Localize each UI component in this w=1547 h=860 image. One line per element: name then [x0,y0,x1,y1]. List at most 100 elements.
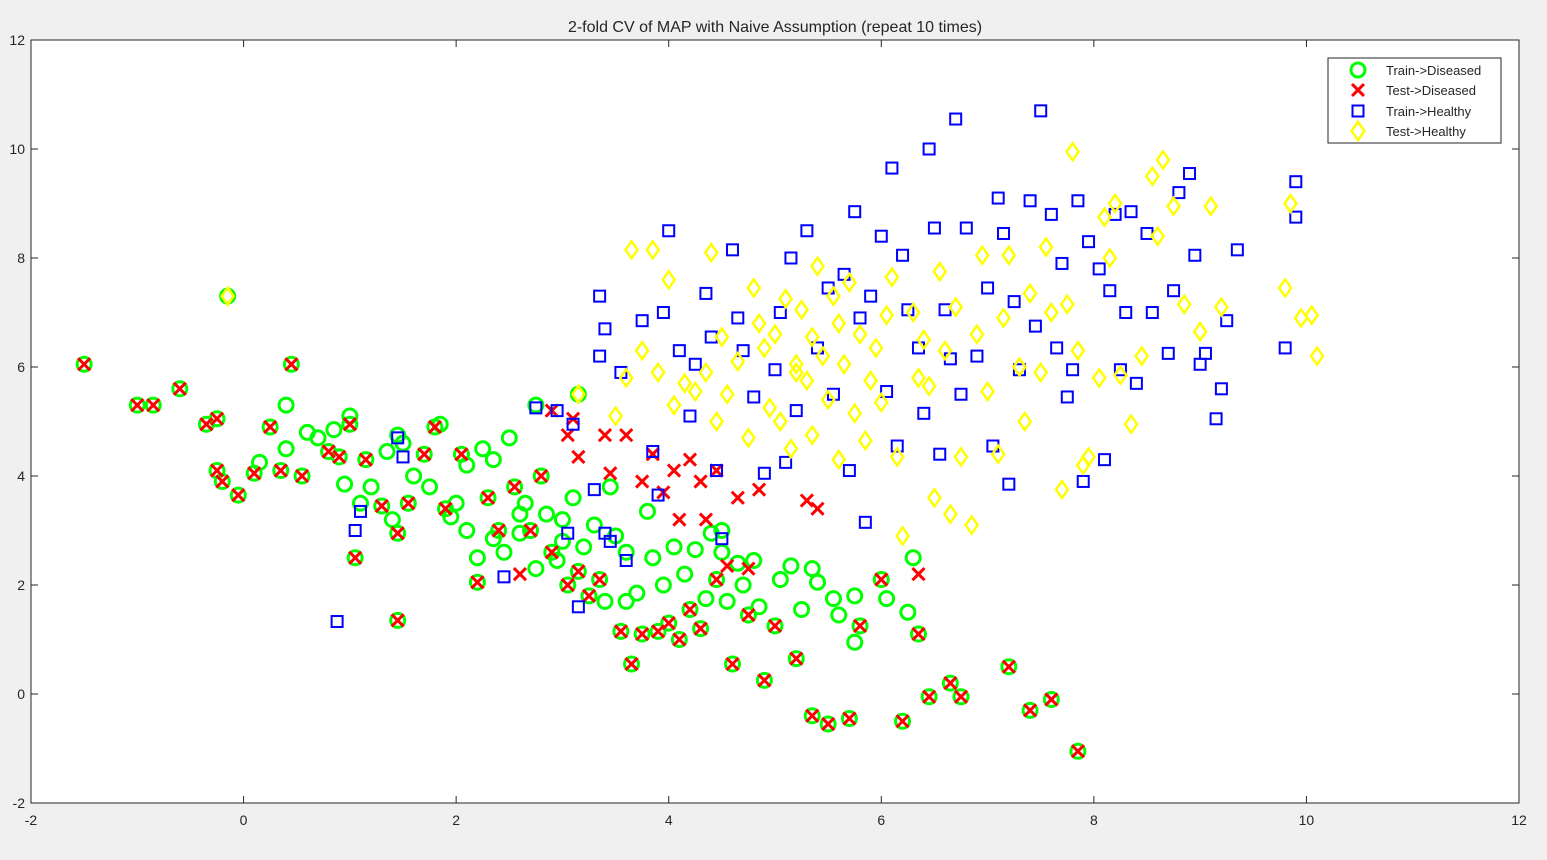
data-point [575,538,593,556]
data-point [953,689,969,704]
data-point [199,417,214,432]
data-point [391,431,405,445]
data-point [927,221,941,235]
data-point [719,383,735,405]
data-point [949,112,963,126]
data-point [566,417,580,431]
data-point [905,301,921,324]
data-point [561,526,575,540]
data-point [415,445,433,463]
data-point [778,288,794,310]
data-point [171,380,189,398]
data-point [309,429,327,447]
data-point [1150,225,1166,247]
data-point [755,671,773,689]
data-point [840,710,858,728]
data-point [507,479,522,495]
data-point [858,515,872,529]
data-point [969,323,985,345]
data-point [841,271,857,294]
data-point [725,243,739,257]
data-point [1183,167,1197,181]
data-point [1054,478,1070,501]
data-point [926,487,942,509]
data-point [872,571,890,589]
data-point [730,350,746,373]
data-point [144,396,162,414]
data-point [948,296,964,318]
data-point [750,598,768,616]
data-point [661,269,677,291]
points-layer [75,104,1325,760]
data-point [1277,277,1293,299]
data-point [1022,703,1038,718]
data-point [933,447,947,461]
data-point [1176,293,1192,315]
data-point [491,523,506,538]
data-point [767,618,783,633]
data-point [789,651,804,666]
data-point [617,592,635,610]
data-point [272,462,290,480]
data-point [1188,248,1202,262]
data-point [974,244,990,266]
data-point [1209,412,1223,426]
data-point [916,329,932,351]
data-point [534,468,549,484]
data-point [784,251,798,265]
legend-marker [1349,61,1367,79]
legend-entry: Train->Healthy [1351,104,1472,119]
y-tick-label: -2 [13,795,26,811]
data-point [920,688,938,706]
data-point [635,314,649,328]
data-point [756,337,772,359]
data-point [670,631,688,648]
legend-entry: Train->Diseased [1349,61,1481,79]
data-point [666,463,682,478]
data-point [873,391,889,414]
data-point [864,289,878,303]
legend-entry: Test->Diseased [1350,82,1476,98]
data-point [1124,205,1138,219]
data-point [660,614,678,632]
data-point [1220,314,1234,328]
data-point [1071,194,1085,208]
data-point [623,655,641,673]
data-point [638,502,656,520]
data-point [848,205,862,219]
data-point [715,532,729,546]
data-point [1044,692,1059,707]
data-point [548,551,566,569]
data-point [991,191,1005,205]
data-point [799,493,815,508]
data-point [1103,284,1117,298]
data-point [857,429,873,452]
data-point [537,505,555,523]
data-point [284,357,299,372]
data-point [672,344,686,358]
data-point [846,633,864,651]
data-point [146,398,161,413]
data-point [910,367,927,389]
data-point [646,444,660,458]
data-point [937,339,953,362]
data-point [390,613,405,628]
data-point [720,558,735,574]
data-point [805,708,820,723]
data-point [953,446,969,468]
data-point [1145,306,1159,319]
data-point [783,438,799,460]
data-point [593,289,607,303]
data-point [830,606,848,624]
data-point [417,447,432,462]
data-point [911,566,926,582]
data-point [730,490,745,505]
data-point [427,419,443,435]
data-point [569,562,587,580]
data-point [890,439,904,453]
data-point [581,588,597,604]
data-point [294,468,310,484]
data-point [739,606,757,624]
data-point [1309,345,1325,367]
data-point [842,711,857,726]
